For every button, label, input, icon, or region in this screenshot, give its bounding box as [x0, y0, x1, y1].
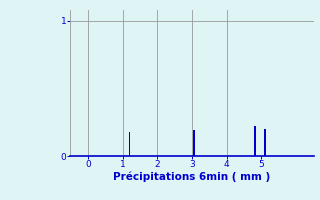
X-axis label: Précipitations 6min ( mm ): Précipitations 6min ( mm ) — [113, 172, 271, 182]
Bar — [264, 129, 266, 156]
Bar — [193, 130, 195, 156]
Bar — [254, 126, 256, 156]
Bar — [129, 132, 131, 156]
